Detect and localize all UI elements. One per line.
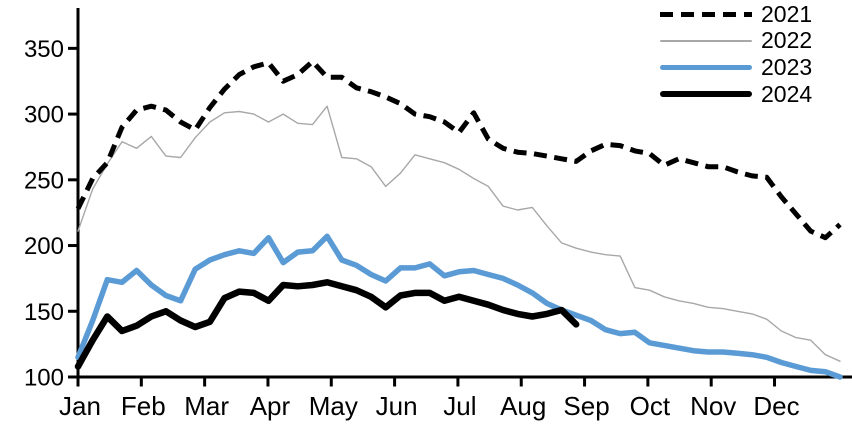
month-label-Nov: Nov	[690, 391, 736, 421]
month-label-Sep: Sep	[563, 391, 609, 421]
legend-line-sample-2021	[660, 11, 752, 17]
legend-line-sample-2022	[660, 39, 752, 42]
legend-item-2023: 2023	[660, 54, 812, 81]
legend-item-2024: 2024	[660, 81, 812, 108]
legend-line-sample-2023	[660, 64, 752, 71]
legend: 2021 2022 2023 2024	[660, 1, 812, 107]
month-label-Feb: Feb	[121, 391, 166, 421]
series-line-2022	[77, 105, 841, 362]
month-label-Apr: Apr	[250, 391, 291, 421]
y-tick-label-200: 200	[24, 233, 64, 260]
month-label-Oct: Oct	[630, 391, 671, 421]
legend-item-2021: 2021	[660, 1, 812, 28]
month-label-Dec: Dec	[753, 391, 799, 421]
month-label-Jan: Jan	[59, 391, 101, 421]
y-tick-label-150: 150	[24, 299, 64, 326]
month-label-Jul: Jul	[443, 391, 476, 421]
y-tick-label-250: 250	[24, 167, 64, 194]
legend-label-2023: 2023	[761, 53, 813, 80]
month-label-Aug: Aug	[500, 391, 546, 421]
series-line-2024	[74, 279, 580, 370]
y-tick-label-100: 100	[24, 365, 64, 392]
y-tick-label-350: 350	[24, 36, 64, 63]
y-tick-label-300: 300	[24, 102, 64, 129]
legend-label-2022: 2022	[761, 27, 813, 54]
legend-label-2021: 2021	[761, 0, 813, 27]
month-label-May: May	[309, 391, 358, 421]
month-label-Mar: Mar	[184, 391, 229, 421]
legend-line-sample-2024	[660, 90, 752, 98]
series-line-2021	[75, 59, 842, 241]
series-line-2023	[75, 233, 843, 380]
legend-item-2022: 2022	[660, 28, 812, 55]
legend-label-2024: 2024	[761, 80, 813, 107]
month-label-Jun: Jun	[376, 391, 418, 421]
